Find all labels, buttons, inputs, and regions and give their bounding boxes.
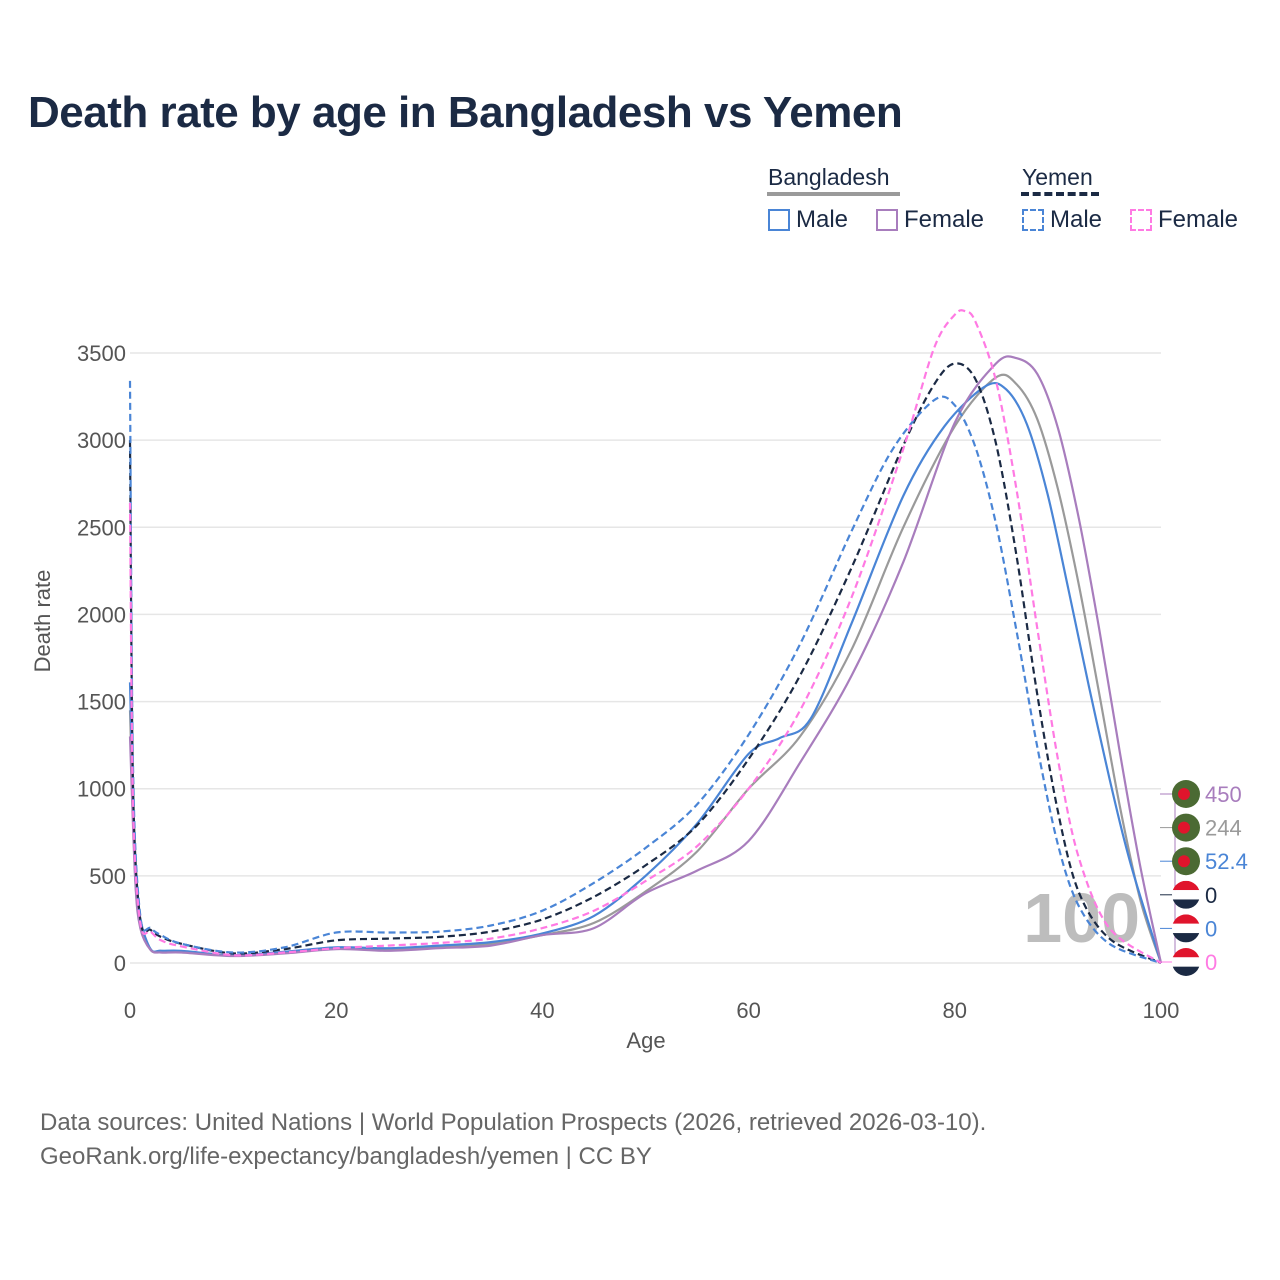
end-label-value: 0 bbox=[1205, 950, 1217, 975]
series-lines bbox=[128, 309, 1163, 965]
series-line-bangladesh-male bbox=[128, 381, 1163, 964]
flag-band-red bbox=[1172, 880, 1200, 891]
flag-band-white bbox=[1172, 957, 1200, 967]
end-label-value: 0 bbox=[1205, 883, 1217, 908]
end-label-value: 450 bbox=[1205, 782, 1242, 807]
y-tick-label: 0 bbox=[114, 951, 126, 976]
flag-band-dark bbox=[1172, 899, 1200, 909]
flag-disc bbox=[1178, 855, 1190, 868]
flag-band-red bbox=[1172, 948, 1200, 958]
gridlines bbox=[130, 352, 1161, 964]
end-label-yemen: 0 bbox=[1160, 880, 1217, 909]
bangladesh-flag-icon bbox=[1172, 813, 1200, 842]
end-label-yemen: 0 bbox=[1160, 948, 1217, 976]
bangladesh-flag-icon bbox=[1172, 847, 1200, 876]
flag-disc bbox=[1178, 821, 1190, 834]
bangladesh-flag-icon bbox=[1172, 780, 1200, 808]
chart-title: Death rate by age in Bangladesh vs Yemen bbox=[28, 88, 903, 137]
y-axis-tick-labels: 0 500 1000 1500 2000 2500 3000 3500 bbox=[77, 341, 126, 976]
age-watermark: 100 bbox=[1023, 879, 1140, 957]
x-axis-label: Age bbox=[626, 1028, 665, 1053]
x-tick-label: 80 bbox=[943, 998, 967, 1023]
y-tick-label: 2500 bbox=[77, 515, 126, 540]
flag-disc bbox=[1178, 788, 1190, 800]
end-label-bangladesh: 450 bbox=[1160, 780, 1242, 808]
y-tick-label: 1500 bbox=[77, 690, 126, 715]
y-tick-label: 3500 bbox=[77, 341, 126, 366]
end-label-value: 52.4 bbox=[1205, 849, 1248, 874]
flag-band-dark bbox=[1172, 966, 1200, 976]
flag-band-dark bbox=[1172, 933, 1200, 943]
end-label-bangladesh: 52.4 bbox=[1160, 847, 1248, 876]
end-value-labels: 450 244 52.4 0 0 0 bbox=[1160, 780, 1248, 976]
series-line-yemen-total bbox=[128, 362, 1162, 965]
flag-band-red bbox=[1172, 914, 1200, 924]
y-tick-label: 1000 bbox=[77, 777, 126, 802]
end-label-value: 244 bbox=[1205, 816, 1242, 841]
y-tick-label: 3000 bbox=[77, 428, 126, 453]
end-label-bangladesh: 244 bbox=[1160, 813, 1242, 842]
y-tick-label: 500 bbox=[89, 864, 126, 889]
sources-line-1: Data sources: United Nations | World Pop… bbox=[40, 1109, 987, 1136]
flag-band-white bbox=[1172, 890, 1200, 900]
x-tick-label: 40 bbox=[530, 998, 554, 1023]
y-axis-label: Death rate bbox=[30, 570, 55, 673]
sources-line-2: GeoRank.org/life-expectancy/bangladesh/y… bbox=[40, 1143, 652, 1170]
yemen-flag-icon bbox=[1172, 948, 1200, 976]
x-tick-label: 0 bbox=[124, 998, 136, 1023]
x-axis-tick-labels: 0 20 40 60 80 100 bbox=[124, 998, 1179, 1023]
yemen-flag-icon bbox=[1172, 914, 1200, 943]
x-tick-label: 100 bbox=[1143, 998, 1180, 1023]
x-tick-label: 20 bbox=[324, 998, 348, 1023]
yemen-flag-icon bbox=[1172, 880, 1200, 909]
series-line-bangladesh-female bbox=[128, 355, 1163, 964]
end-label-yemen: 0 bbox=[1160, 914, 1217, 943]
flag-band-white bbox=[1172, 923, 1200, 934]
end-label-value: 0 bbox=[1205, 916, 1217, 941]
y-tick-label: 2000 bbox=[77, 602, 126, 627]
sources: Data sources: United Nations | World Pop… bbox=[40, 1106, 986, 1174]
x-tick-label: 60 bbox=[736, 998, 760, 1023]
